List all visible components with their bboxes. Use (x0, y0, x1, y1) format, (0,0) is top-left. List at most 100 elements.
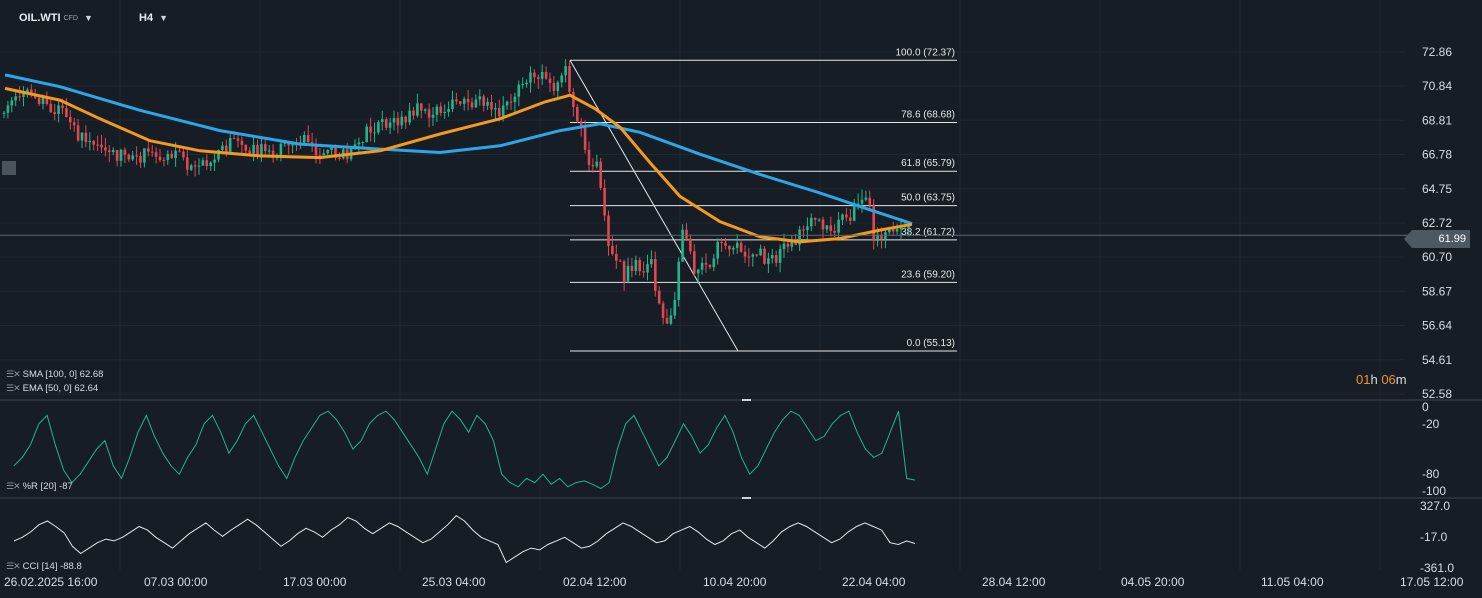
candle-body (443, 112, 446, 114)
candle-body (895, 229, 899, 232)
time-tick-label: 10.04 20:00 (703, 575, 767, 589)
candle-body (587, 149, 591, 165)
candle-body (583, 127, 587, 150)
candle-body (751, 254, 755, 257)
candle-body (852, 205, 856, 221)
grid-lines (0, 0, 1405, 570)
candle-body (529, 72, 532, 83)
candle-body (115, 149, 119, 161)
price-tick-label: 66.78 (1422, 148, 1452, 162)
candle-body (162, 160, 166, 162)
ema-label: EMA [50, 0] (22, 383, 72, 394)
candle-body (373, 132, 376, 134)
candle-body (306, 135, 310, 143)
candle-body (798, 229, 801, 245)
scroll-handle[interactable] (2, 161, 16, 175)
candle-body (53, 112, 56, 115)
candle-body (813, 217, 817, 220)
symbol-selector[interactable]: OIL.WTI CFD ▼ (19, 12, 93, 24)
candle-body (248, 150, 251, 154)
legend-ema[interactable]: ☰✕ EMA [50, 0] 62.64 (6, 383, 98, 394)
wr-axis: 0 -20 -80 -100 (1422, 400, 1446, 498)
candle-body (388, 122, 392, 128)
candle-body (537, 77, 540, 79)
time-tick-label: 04.05 20:00 (1121, 575, 1185, 589)
candle-body (225, 145, 228, 153)
candle-body (439, 106, 443, 113)
candle-body (30, 89, 33, 95)
candle-body (505, 101, 509, 106)
candle-body (494, 108, 497, 110)
candle-body (907, 225, 911, 229)
candle-body (303, 135, 306, 143)
candle-body (564, 66, 567, 76)
candle-body (568, 66, 571, 92)
price-tick-label: 56.64 (1422, 319, 1452, 333)
settings-icon[interactable]: ☰✕ (6, 383, 21, 393)
candle-body (739, 242, 743, 252)
candle-body (806, 226, 809, 231)
wr-tick-label: -20 (1422, 417, 1440, 431)
candle-body (330, 147, 333, 150)
candle-body (193, 165, 197, 167)
chevron-down-icon: ▼ (83, 13, 93, 23)
countdown-minutes: 06 (1381, 372, 1396, 387)
candle-body (240, 140, 244, 145)
candle-body (338, 157, 341, 159)
pane-resize-handle (742, 497, 751, 499)
candle-body (69, 117, 72, 123)
candle-body (665, 317, 669, 324)
settings-icon[interactable]: ☰✕ (6, 561, 21, 571)
candle-body (88, 140, 92, 143)
fib-level-label: 61.8 (65.79) (901, 158, 955, 169)
symbol-type: CFD (63, 15, 78, 22)
candle-body (860, 199, 864, 204)
legend-sma[interactable]: ☰✕ SMA [100, 0] 62.68 (6, 369, 103, 380)
wr-label: %R [20] (22, 481, 57, 492)
candle-body (661, 303, 665, 318)
settings-icon[interactable]: ☰✕ (6, 481, 21, 491)
wr-tick-label: -100 (1422, 484, 1446, 498)
sma-line (4, 73, 913, 226)
timeframe-selector[interactable]: H4 ▼ (139, 12, 168, 24)
candle-body (849, 217, 852, 221)
candle-body (646, 264, 649, 273)
candle-body (704, 262, 708, 265)
candle-body (556, 82, 560, 91)
candle-body (638, 259, 641, 272)
candle-body (256, 144, 259, 157)
legend-cci[interactable]: ☰✕ CCI [14] -88.8 (6, 561, 82, 572)
candle-body (252, 144, 255, 154)
candle-body (673, 299, 677, 316)
legend-wr[interactable]: ☰✕ %R [20] -87 (6, 481, 73, 492)
candle-body (482, 96, 485, 106)
candle-body (139, 155, 142, 163)
candle-body (490, 101, 493, 110)
candle-body (123, 149, 127, 155)
time-tick-label: 11.05 04:00 (1261, 575, 1324, 589)
current-price-tag: 61.99 (1404, 230, 1470, 248)
time-axis: 26.02.2025 16:00 07.03 00:00 17.03 00:00 25… (4, 575, 1464, 589)
price-axis: 72.86 70.84 68.81 66.78 64.75 62.72 60.70 58.67… (1422, 45, 1452, 401)
cci-tick-label: -17.0 (1420, 530, 1448, 544)
candle-body (743, 251, 747, 257)
settings-icon[interactable]: ☰✕ (6, 369, 21, 379)
candle-body (416, 103, 419, 116)
candle-body (603, 187, 606, 216)
time-tick-label: 26.02.2025 16:00 (4, 575, 98, 589)
time-tick-label: 22.04 04:00 (842, 575, 906, 589)
candle-body (654, 258, 657, 291)
candle-body (166, 153, 170, 161)
candle-body (724, 242, 727, 246)
candle-body (92, 140, 95, 145)
candle-body (10, 100, 14, 106)
timeframe-label: H4 (139, 12, 154, 24)
cci-tick-label: -361.0 (1420, 561, 1454, 575)
candle-body (412, 110, 415, 116)
candle-body (170, 153, 173, 159)
wr-value: -87 (59, 481, 73, 492)
candle-body (626, 265, 630, 282)
candle-body (404, 116, 407, 123)
candle-body (868, 197, 872, 205)
